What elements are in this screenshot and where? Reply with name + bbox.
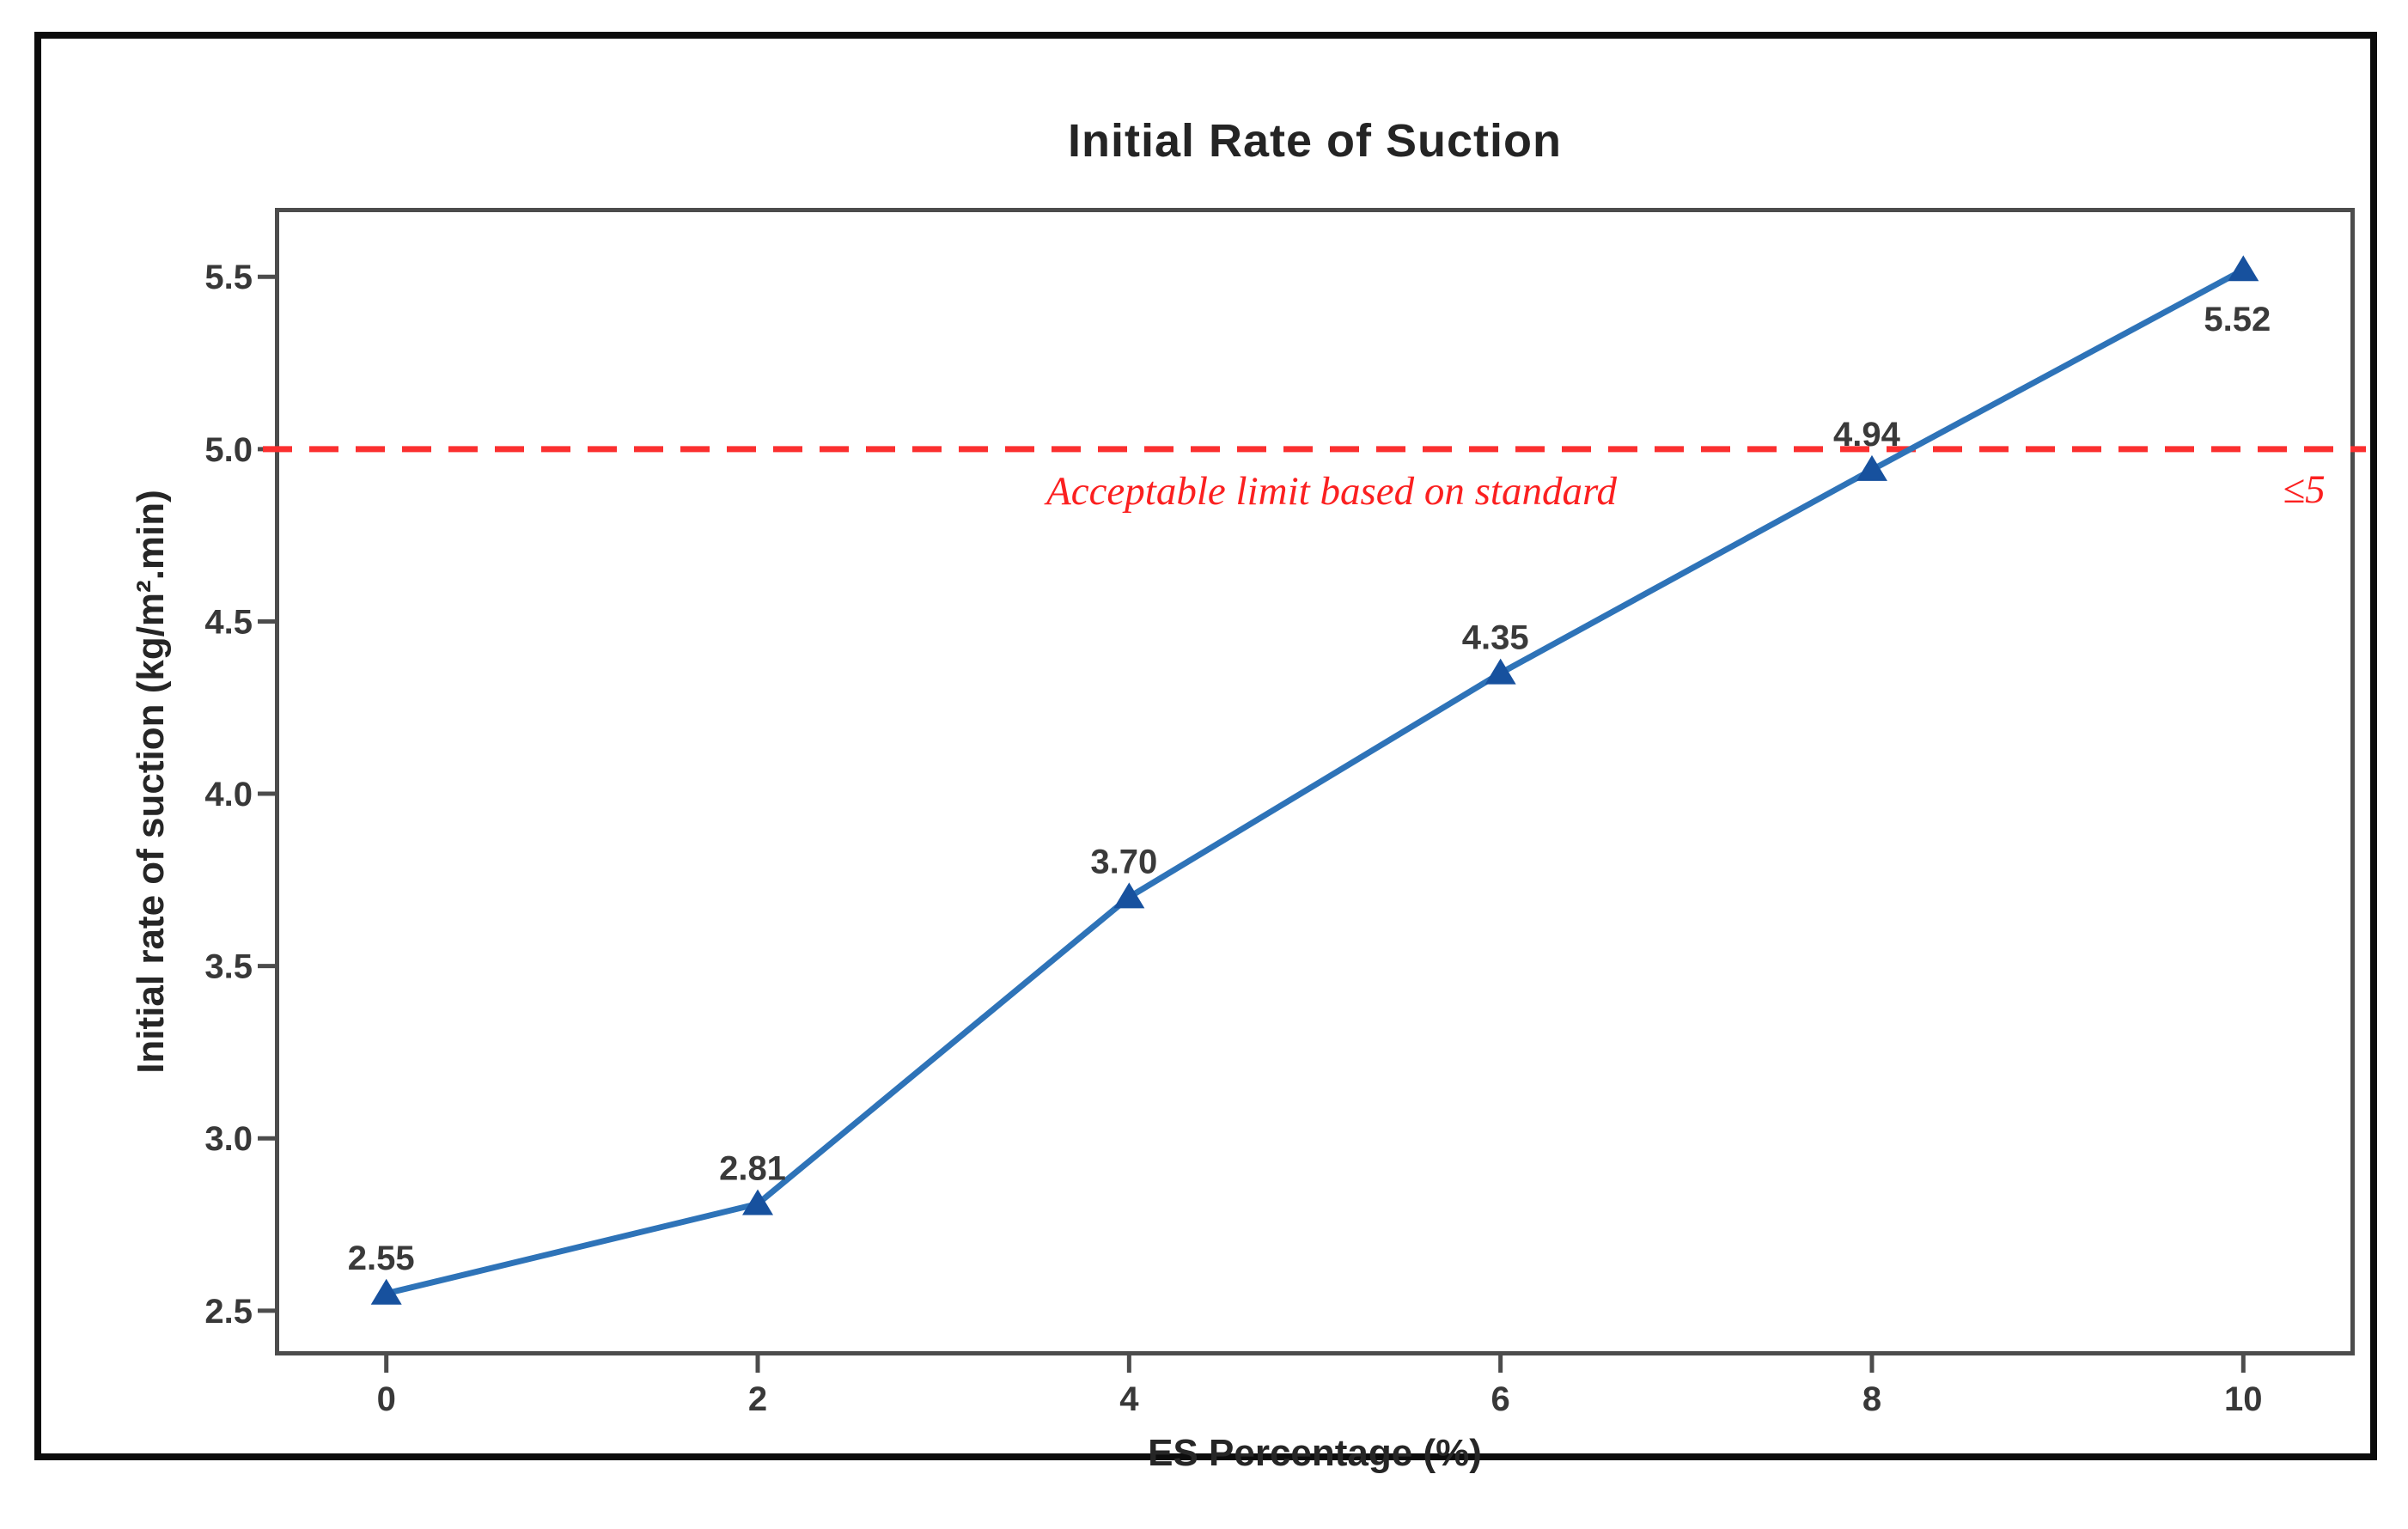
series-line bbox=[385, 267, 2245, 1297]
limit-annotation: Acceptable limit based on standard bbox=[1046, 469, 1617, 514]
limit-value-annotation: ≤5 bbox=[2283, 467, 2326, 512]
data-point-label: 5.52 bbox=[2204, 301, 2271, 338]
y-tick-label: 4.0 bbox=[204, 776, 253, 813]
y-tick-label: 4.5 bbox=[204, 603, 253, 641]
x-tick-label: 2 bbox=[748, 1380, 767, 1418]
chart-title: Initial Rate of Suction bbox=[1067, 115, 1563, 167]
data-point-label: 3.70 bbox=[1090, 843, 1157, 880]
data-point-marker bbox=[1856, 454, 1887, 481]
x-tick-label: 6 bbox=[1491, 1380, 1510, 1418]
y-tick-label: 3.5 bbox=[204, 948, 253, 986]
chart-canvas: 0 2 4 6 8 10 2.5 3.0 3.5 4.0 4.5 5.0 5.5 2.55 2.81 3.70… bbox=[204, 255, 2366, 1418]
x-tick-label: 8 bbox=[1862, 1380, 1881, 1418]
data-point-label: 2.81 bbox=[719, 1149, 786, 1187]
y-tick-label: 2.5 bbox=[204, 1293, 253, 1331]
x-axis-ticks: 0 2 4 6 8 10 bbox=[377, 1354, 2263, 1418]
y-tick-label: 3.0 bbox=[204, 1120, 253, 1158]
y-tick-label: 5.0 bbox=[204, 431, 253, 469]
data-point-marker bbox=[2228, 255, 2259, 282]
data-point-label: 2.55 bbox=[348, 1240, 415, 1277]
figure-frame: Initial Rate of Suction 0 2 4 6 8 10 2.5 3.0 3.5… bbox=[34, 32, 2377, 1474]
data-point-marker bbox=[1113, 882, 1145, 909]
x-tick-label: 10 bbox=[2224, 1380, 2263, 1418]
x-tick-label: 4 bbox=[1119, 1380, 1139, 1418]
data-point-label: 4.94 bbox=[1833, 416, 1901, 454]
data-point-marker bbox=[1484, 658, 1516, 685]
x-axis-title: ES Percentage (%) bbox=[1148, 1432, 1482, 1474]
data-point-label: 4.35 bbox=[1462, 619, 1529, 657]
data-point-marker bbox=[370, 1278, 402, 1305]
y-tick-label: 5.5 bbox=[204, 259, 253, 296]
y-axis-title: Initial rate of suction (kg/m².min) bbox=[130, 490, 172, 1074]
x-tick-label: 0 bbox=[377, 1380, 396, 1418]
y-axis-ticks: 2.5 3.0 3.5 4.0 4.5 5.0 5.5 bbox=[204, 259, 277, 1331]
data-point-marker bbox=[742, 1189, 774, 1215]
